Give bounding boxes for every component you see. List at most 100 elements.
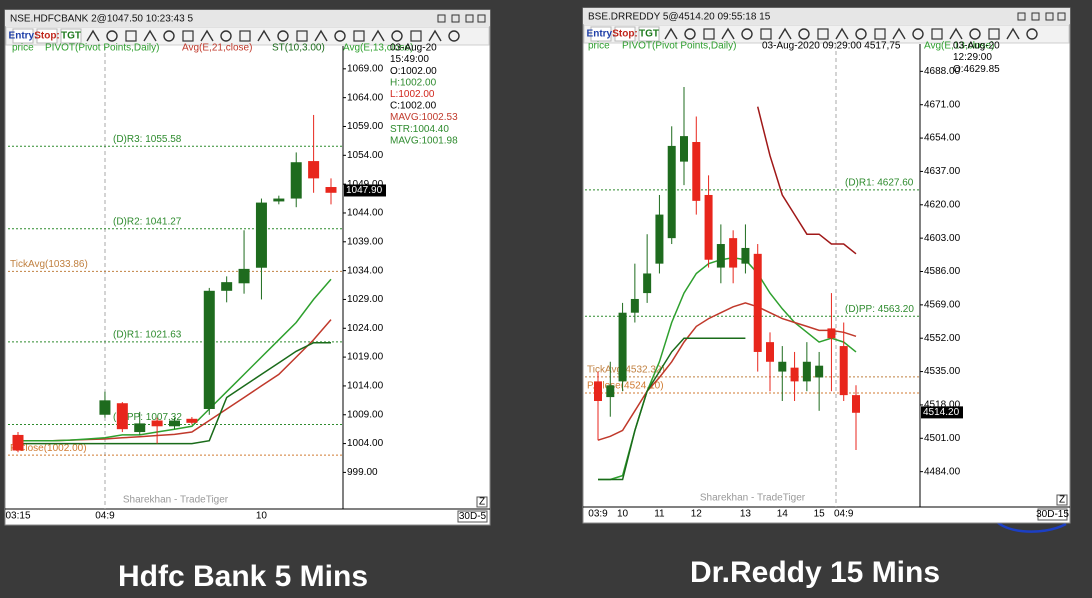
toolbar-icon[interactable]: [182, 30, 194, 42]
toolbar-icon[interactable]: [741, 28, 753, 40]
period-label[interactable]: 30D-15: [1036, 509, 1069, 520]
toolbar-icon[interactable]: [428, 29, 442, 42]
candle-body: [12, 434, 24, 451]
toolbar-icon[interactable]: [391, 30, 403, 42]
toolbar-icon[interactable]: [760, 28, 772, 40]
y-tick-label: 4518.00: [924, 400, 961, 411]
toolbar-icon[interactable]: [721, 27, 735, 40]
x-tick-label: 14: [777, 509, 789, 520]
window-frame: [582, 7, 1071, 524]
toolbar-label[interactable]: TGT: [61, 31, 81, 42]
x-tick-label: 13: [740, 509, 752, 520]
toolbar-icon[interactable]: [664, 27, 678, 40]
y-tick-label: 1044.00: [347, 208, 384, 219]
window-button[interactable]: [1045, 12, 1054, 21]
window-button[interactable]: [451, 14, 460, 23]
toolbar-icon[interactable]: [703, 28, 715, 40]
pivot-label: TickAvg(1033.86): [10, 259, 88, 270]
toolbar-icon[interactable]: [106, 30, 118, 42]
window-button[interactable]: [437, 14, 446, 23]
toolbar-icon[interactable]: [125, 30, 137, 42]
corner-box[interactable]: [476, 496, 488, 508]
toolbar-icon[interactable]: [86, 29, 100, 42]
toolbar-label[interactable]: TGT: [639, 29, 659, 40]
toolbar-icon[interactable]: [239, 30, 251, 42]
toolbar-icon[interactable]: [988, 28, 1000, 40]
toolbar-icon[interactable]: [220, 30, 232, 42]
period-label[interactable]: 30D-5: [459, 511, 487, 522]
toolbar-icon[interactable]: [892, 27, 906, 40]
toolbar-icon[interactable]: [778, 27, 792, 40]
toolbar-icon[interactable]: [931, 28, 943, 40]
toolbar-label[interactable]: Stop:: [612, 29, 638, 40]
y-tick-label: 4484.00: [924, 466, 961, 477]
toolbar-icon[interactable]: [277, 30, 289, 42]
toolbar-icon[interactable]: [684, 28, 696, 40]
y-tick-label: 999.00: [347, 467, 378, 478]
toolbar-icon[interactable]: [912, 28, 924, 40]
info-text: O:1002.00: [390, 66, 437, 77]
toolbar-icon[interactable]: [874, 28, 886, 40]
toolbar-icon[interactable]: [410, 30, 422, 42]
window-button[interactable]: [465, 14, 474, 23]
corner-box[interactable]: [1056, 494, 1068, 506]
toolbar-button[interactable]: [614, 26, 636, 42]
toolbar-button[interactable]: [60, 28, 82, 44]
toolbar-label[interactable]: Entry:: [9, 31, 38, 42]
cursor-header: 03-Aug-2020 09:29:00 4517,75: [762, 41, 901, 52]
info-text: MAVG:1001.98: [390, 135, 458, 146]
window-button[interactable]: [1057, 12, 1066, 21]
toolbar-icon[interactable]: [371, 29, 385, 42]
toolbar-icon[interactable]: [334, 30, 346, 42]
toolbar-icon[interactable]: [314, 29, 328, 42]
period-box[interactable]: [1037, 508, 1068, 521]
toolbar-icon[interactable]: [949, 27, 963, 40]
corner-label[interactable]: Z: [479, 497, 485, 508]
toolbar-button[interactable]: [638, 26, 660, 42]
y-tick-label: 1039.00: [347, 236, 384, 247]
corner-label[interactable]: Z: [1059, 495, 1065, 506]
toolbar-icon[interactable]: [200, 29, 214, 42]
x-tick-label: 12: [691, 509, 703, 520]
candle-body: [852, 395, 860, 413]
window-button[interactable]: [1017, 12, 1026, 21]
pivot-label: (D)R2: 1041.27: [113, 216, 182, 227]
last-price-label: 4514.20: [923, 407, 960, 418]
period-box[interactable]: [457, 510, 488, 523]
toolbar-icon[interactable]: [798, 28, 810, 40]
title-bar: [5, 10, 490, 26]
toolbar-icon[interactable]: [448, 30, 460, 42]
toolbar-icon[interactable]: [855, 28, 867, 40]
legend-entry: Avg(E,13,close): [343, 43, 413, 54]
last-price-tag: [344, 184, 386, 197]
toolbar-icon[interactable]: [1006, 27, 1020, 40]
window-title: BSE.DRREDDY 5@4514.20 09:55:18 15: [588, 12, 771, 23]
toolbar-icon[interactable]: [817, 28, 829, 40]
window-button[interactable]: [1031, 12, 1040, 21]
window-button[interactable]: [477, 14, 486, 23]
y-tick-label: 4688.00: [924, 66, 961, 77]
toolbar-button[interactable]: [12, 28, 34, 44]
toolbar-icon[interactable]: [1026, 28, 1038, 40]
candle-body: [325, 187, 337, 193]
pivot-label: P.Close(1002.00): [10, 443, 87, 454]
caption: Hdfc Bank 5 Mins: [118, 560, 368, 593]
toolbar-icon[interactable]: [163, 30, 175, 42]
toolbar-icon[interactable]: [143, 29, 157, 42]
toolbar-icon[interactable]: [257, 29, 271, 42]
candle-body: [255, 202, 267, 268]
pivot-label: (D)PP: 4563.20: [845, 304, 914, 315]
toolbar-button[interactable]: [36, 28, 58, 44]
toolbar-button[interactable]: [590, 26, 612, 42]
toolbar-icon[interactable]: [353, 30, 365, 42]
toolbar-icon[interactable]: [835, 27, 849, 40]
indicator-line: [18, 278, 332, 442]
legend-entry: PIVOT(Pivot Points,Daily): [622, 41, 736, 52]
toolbar-label[interactable]: Entry:: [587, 29, 616, 40]
toolbar-icon[interactable]: [969, 28, 981, 40]
indicator-line: [18, 341, 331, 445]
toolbar-label[interactable]: Stop:: [34, 31, 60, 42]
candle-body: [790, 367, 799, 382]
x-tick-label: 03:15: [5, 511, 30, 522]
toolbar-icon[interactable]: [296, 30, 308, 42]
